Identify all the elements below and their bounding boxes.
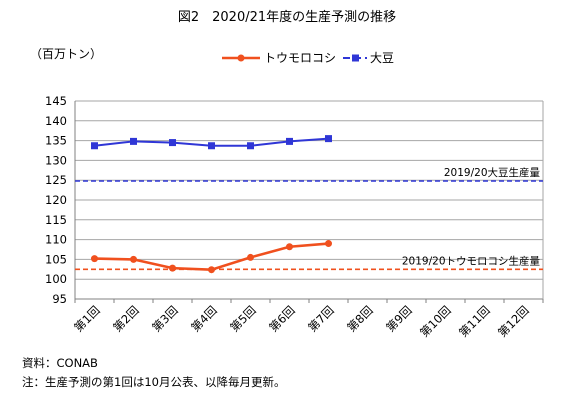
x-tick-label: 第10回 [417, 303, 454, 340]
publication-note: 注：生産予測の第1回は10月公表、以降毎月更新。 [22, 375, 286, 389]
x-tick-label: 第1回 [71, 303, 102, 334]
reference-lines: 2019/20大豆生産量 2019/20トウモロコシ生産量 [75, 166, 543, 271]
reference-line-label: 2019/20大豆生産量 [444, 166, 541, 179]
y-axis-unit-label: （百万トン） [30, 47, 102, 61]
y-tick-label: 130 [45, 153, 67, 167]
x-tick-label: 第8回 [344, 303, 375, 334]
x-tick-label: 第12回 [495, 303, 532, 340]
x-tick-label: 第4回 [188, 303, 219, 334]
x-tick-label: 第11回 [456, 303, 493, 340]
footnotes: 資料：CONAB 注：生産予測の第1回は10月公表、以降毎月更新。 [22, 354, 285, 392]
y-tick-label: 95 [52, 292, 67, 306]
series-layer [91, 135, 332, 274]
x-axis-ticks: 第1回 第2回 第3回 第4回 第5回 第6回 第7回 第8回 第9回 第10回 第11回 第12回 [71, 299, 544, 340]
legend: トウモロコシ 大豆 [222, 51, 394, 65]
data-point [130, 137, 137, 145]
reference-line-label: 2019/20トウモロコシ生産量 [402, 254, 541, 267]
y-tick-label: 115 [45, 213, 67, 227]
legend-marker [352, 54, 359, 62]
x-tick-label: 第9回 [383, 303, 414, 334]
data-point [169, 264, 176, 272]
source-note: 資料：CONAB [22, 356, 98, 370]
data-point [247, 253, 254, 261]
data-point [286, 137, 293, 145]
x-tick-label: 第3回 [149, 303, 180, 334]
legend-marker [237, 54, 245, 62]
data-point [208, 142, 215, 150]
x-tick-label: 第6回 [266, 303, 297, 334]
data-point [91, 142, 98, 150]
gridlines [75, 100, 543, 280]
data-point [325, 135, 332, 143]
x-tick-label: 第2回 [110, 303, 141, 334]
legend-label: トウモロコシ [264, 51, 336, 65]
y-tick-label: 110 [45, 233, 67, 247]
legend-label: 大豆 [370, 51, 394, 65]
data-point [286, 243, 293, 251]
y-tick-label: 105 [45, 252, 67, 266]
data-point [247, 142, 254, 150]
data-point [169, 139, 176, 147]
y-tick-label: 135 [45, 134, 67, 148]
y-tick-label: 145 [45, 94, 67, 108]
chart-title: 図2 2020/21年度の生産予測の推移 [178, 9, 396, 25]
y-tick-label: 100 [45, 272, 67, 286]
data-point [208, 266, 215, 274]
x-tick-label: 第7回 [305, 303, 336, 334]
y-tick-label: 140 [45, 114, 67, 128]
y-tick-label: 120 [45, 193, 67, 207]
line-chart: 図2 2020/21年度の生産予測の推移 （百万トン） トウモロコシ 大豆 95 1… [30, 9, 544, 340]
x-tick-label: 第5回 [227, 303, 258, 334]
y-tick-label: 125 [45, 173, 67, 187]
data-point [91, 255, 98, 263]
data-point [325, 240, 332, 248]
y-axis-ticks: 95 100 105 110 115 120 125 130 135 140 145 [45, 94, 67, 306]
data-point [130, 255, 137, 263]
series-line [94, 242, 329, 272]
